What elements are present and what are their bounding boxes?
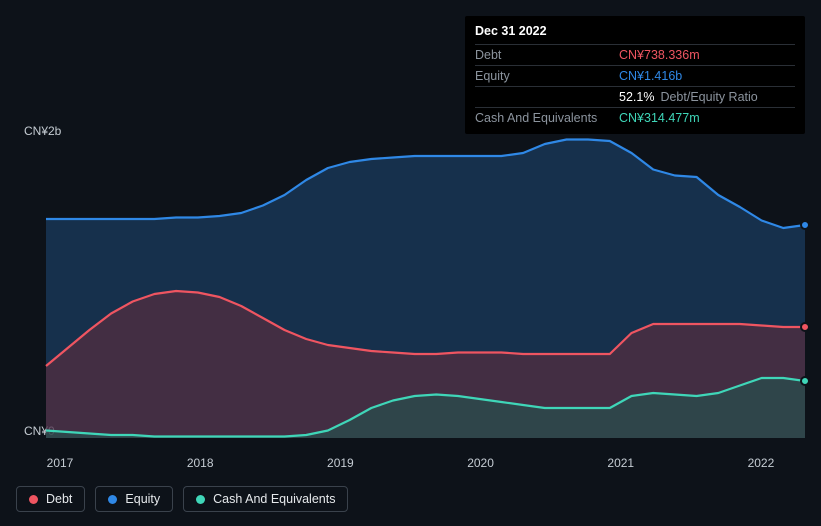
- legend-item-cash-and-equivalents[interactable]: Cash And Equivalents: [183, 486, 348, 512]
- tooltip-label: Debt: [475, 48, 501, 62]
- chart-plot[interactable]: [16, 138, 805, 438]
- legend: Debt Equity Cash And Equivalents: [16, 486, 348, 512]
- legend-dot-icon: [108, 495, 117, 504]
- legend-label: Cash And Equivalents: [213, 492, 335, 506]
- marker-cash-and-equivalents: [800, 376, 810, 386]
- legend-dot-icon: [196, 495, 205, 504]
- y-label-top: CN¥2b: [24, 124, 61, 138]
- x-tick: 2018: [180, 456, 220, 470]
- tooltip-value: 52.1%Debt/Equity Ratio: [619, 90, 795, 104]
- tooltip-label: Cash And Equivalents: [475, 111, 597, 125]
- chart-svg: [16, 138, 805, 438]
- tooltip-row: Cash And Equivalents CN¥314.477m: [475, 107, 795, 128]
- tooltip-value: CN¥314.477m: [619, 111, 795, 125]
- legend-label: Debt: [46, 492, 72, 506]
- legend-label: Equity: [125, 492, 160, 506]
- x-tick: 2022: [741, 456, 781, 470]
- tooltip-row: Equity CN¥1.416b: [475, 65, 795, 86]
- x-tick: 2020: [461, 456, 501, 470]
- tooltip-value: CN¥1.416b: [619, 69, 795, 83]
- tooltip-row: 52.1%Debt/Equity Ratio: [475, 86, 795, 107]
- legend-item-equity[interactable]: Equity: [95, 486, 173, 512]
- x-tick: 2019: [320, 456, 360, 470]
- tooltip-date: Dec 31 2022: [475, 24, 795, 44]
- legend-dot-icon: [29, 495, 38, 504]
- x-axis: 2017 2018 2019 2020 2021 2022: [16, 456, 805, 470]
- x-tick: 2021: [601, 456, 641, 470]
- marker-equity: [800, 220, 810, 230]
- tooltip-box: Dec 31 2022 Debt CN¥738.336m Equity CN¥1.41…: [465, 16, 805, 134]
- tooltip-label: Equity: [475, 69, 510, 83]
- legend-item-debt[interactable]: Debt: [16, 486, 85, 512]
- tooltip-value: CN¥738.336m: [619, 48, 795, 62]
- x-tick: 2017: [40, 456, 80, 470]
- tooltip-row: Debt CN¥738.336m: [475, 44, 795, 65]
- marker-debt: [800, 322, 810, 332]
- tooltip-value-suffix: Debt/Equity Ratio: [660, 90, 757, 104]
